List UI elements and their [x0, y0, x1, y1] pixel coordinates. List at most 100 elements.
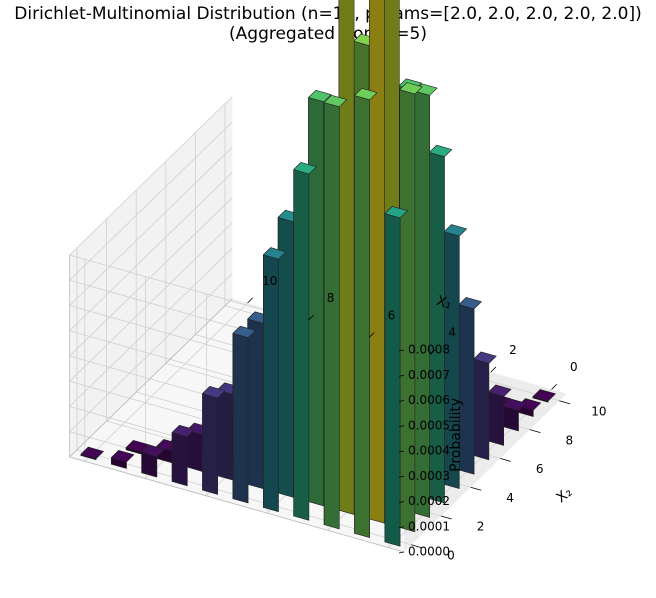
- bar: [217, 382, 241, 481]
- bar: [80, 446, 104, 461]
- bar: [308, 90, 332, 507]
- bar: [443, 224, 468, 489]
- grid-line-z: [69, 222, 233, 382]
- z-tick-label: 0.0001: [408, 519, 450, 533]
- bar-face-top: [171, 424, 195, 438]
- x-tick-mark: [490, 366, 497, 373]
- bar-face-top: [443, 224, 468, 237]
- bar-face-top: [517, 398, 542, 411]
- grid-line-z: [69, 273, 233, 432]
- x-tick-mark: [429, 349, 436, 356]
- z-tick-mark: [398, 425, 405, 428]
- bar-face-top: [384, 206, 408, 219]
- bar-face-top: [428, 144, 453, 157]
- bar-face-front: [354, 95, 371, 538]
- y-tick-mark: [559, 400, 571, 405]
- bar: [262, 247, 287, 513]
- bar-face-front: [232, 333, 249, 504]
- z-tick-label: 0.0000: [408, 545, 450, 559]
- y-tick-mark: [470, 486, 482, 491]
- y-tick-label: 0: [447, 549, 455, 563]
- bar: [488, 384, 512, 446]
- y-tick-label: 8: [565, 433, 573, 447]
- x-tick-label: 6: [388, 308, 396, 322]
- bar-face-front: [338, 0, 355, 515]
- bar: [399, 82, 423, 533]
- bars: [80, 0, 556, 547]
- bar-face-front: [399, 89, 416, 533]
- bar-face-front: [384, 213, 401, 547]
- z-tick-label: 0.0005: [408, 418, 450, 432]
- grid-line-z: [69, 172, 233, 331]
- grid-line-z: [69, 247, 233, 407]
- bar-face-top: [323, 95, 348, 108]
- bar-face-top: [80, 446, 104, 459]
- bar-face-front: [277, 217, 294, 498]
- bar-face-top: [532, 389, 556, 402]
- x-tick-mark: [308, 314, 314, 321]
- y-tick-label: 2: [477, 520, 485, 534]
- bar-face-front: [368, 0, 385, 524]
- z-axis-label: Probability: [448, 398, 464, 472]
- x-tick-mark: [247, 297, 254, 304]
- bar-face-front: [488, 391, 505, 446]
- bar-face-top: [111, 450, 135, 463]
- bar-face-front: [262, 254, 279, 513]
- z-tick-label: 0.0008: [408, 343, 450, 357]
- y-tick-label: 10: [591, 405, 606, 419]
- bar: [232, 325, 256, 504]
- bar-face-top: [458, 297, 482, 310]
- x-axis-label: X₁: [434, 293, 453, 313]
- bar-face-front: [171, 432, 188, 487]
- x-tick-label: 4: [448, 326, 456, 340]
- bar-face-front: [186, 429, 203, 472]
- z-tick-mark: [398, 501, 405, 503]
- bar-face-top: [308, 90, 332, 103]
- grid-line-z: [69, 96, 233, 256]
- z-tick-mark: [398, 400, 405, 402]
- bar-face-top: [473, 351, 497, 364]
- bar: [141, 444, 165, 478]
- bar: [277, 209, 302, 498]
- bar-face-top: [125, 440, 149, 453]
- z-tick-mark: [398, 450, 405, 453]
- z-tick-label: 0.0007: [408, 368, 450, 382]
- y-tick-mark: [411, 544, 423, 549]
- y-axis-label: X₂: [554, 484, 576, 506]
- x-tick-label: 2: [509, 343, 517, 357]
- bar: [414, 83, 438, 518]
- z-tick-label: 0.0004: [408, 444, 450, 458]
- chart-title: Dirichlet-Multinomial Distribution (n=10…: [14, 4, 642, 24]
- bar: [171, 424, 195, 487]
- z-tick-mark: [398, 349, 405, 352]
- bar: [368, 0, 385, 524]
- bar-face-front: [323, 102, 340, 530]
- bar-face-top: [399, 82, 423, 95]
- bar-face-top: [262, 247, 287, 260]
- z-tick-mark: [398, 374, 405, 377]
- bar: [338, 0, 355, 515]
- y-tick-label: 6: [536, 462, 544, 476]
- z-tick-mark: [398, 475, 405, 478]
- bar: [502, 398, 527, 432]
- bar-face-front: [217, 389, 233, 481]
- grid-line-z: [69, 146, 233, 306]
- axes: 0 2 4 6 8 10 0 2 4 6 8 10 0.0000 0.0001 0.0002 0.0003 0.…: [247, 274, 607, 563]
- bar-face-front: [293, 169, 310, 521]
- bar-face-top: [141, 444, 165, 457]
- bar-face-top: [232, 325, 256, 339]
- bar: [293, 162, 317, 521]
- bar: [458, 297, 482, 475]
- bar: [354, 88, 378, 538]
- pane-edge: [69, 298, 233, 458]
- y-tick-mark: [529, 429, 541, 434]
- x-tick-mark: [551, 383, 558, 390]
- y-tick-label: 4: [506, 491, 514, 505]
- bar: [202, 386, 226, 495]
- z-tick-mark: [398, 551, 405, 554]
- bar-face-front: [473, 358, 490, 461]
- bar: [111, 450, 135, 469]
- bar-face-front: [308, 97, 325, 507]
- pane-edge: [69, 456, 405, 553]
- bar: [323, 95, 348, 530]
